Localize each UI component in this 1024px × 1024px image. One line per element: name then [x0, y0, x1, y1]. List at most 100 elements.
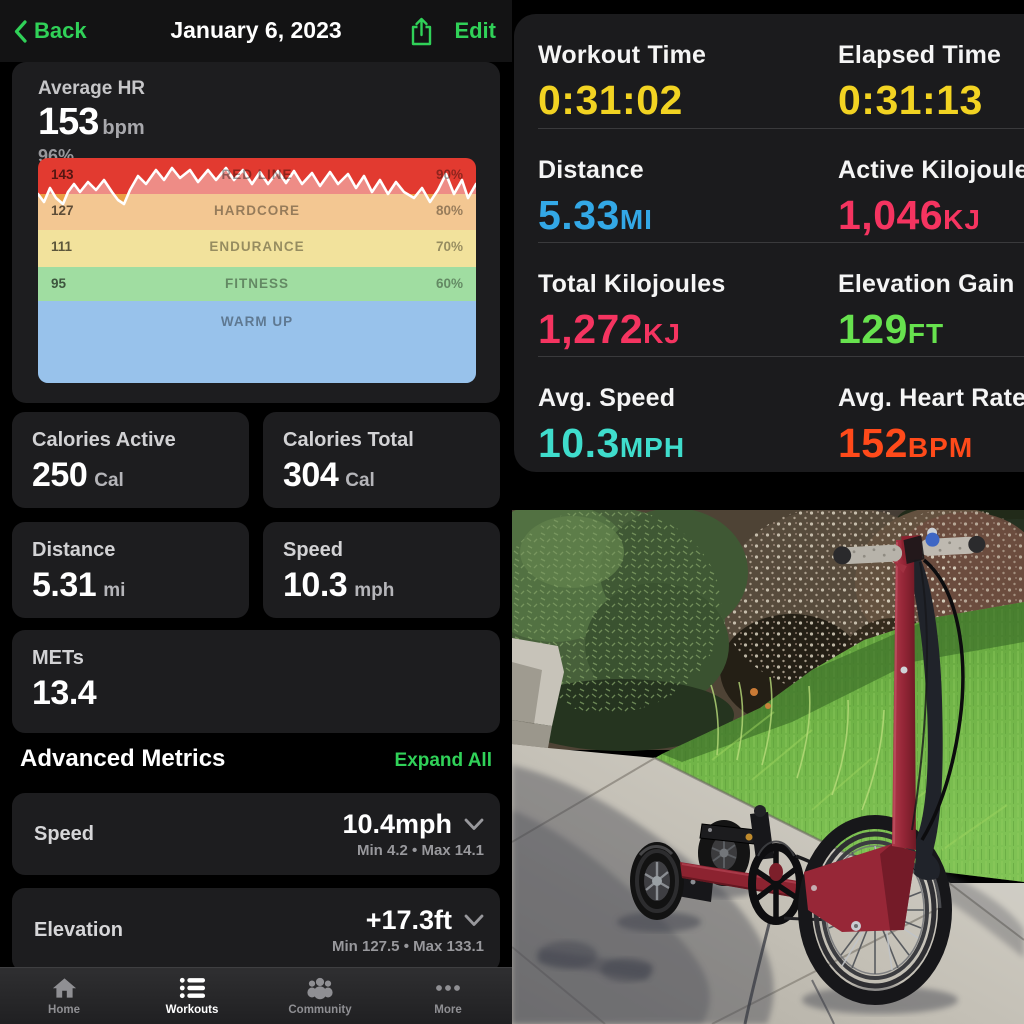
zone-percent: 80%	[435, 203, 463, 218]
hr-zone-chart: 143 RED LINE 90% 127 HARDCORE 80% 111 ENDURAN…	[38, 158, 476, 383]
stat-value: 0:31:13	[838, 77, 983, 123]
zone-band-fitness	[38, 267, 476, 301]
stat-unit: KJ	[943, 204, 981, 235]
tab-home[interactable]: Home	[0, 968, 128, 1024]
rear-wheel-left	[630, 842, 684, 920]
hr-trace-curve	[38, 166, 476, 383]
card-unit: mph	[354, 580, 395, 601]
handlebar	[833, 527, 986, 574]
concrete-step	[512, 638, 564, 748]
zone-percent: 90%	[435, 167, 463, 182]
zone-name: ENDURANCE	[209, 239, 305, 254]
brake-cable	[920, 558, 965, 841]
row-minmax: Min 4.2 • Max 14.1	[357, 842, 484, 859]
mast	[892, 540, 916, 850]
stat-unit: MI	[619, 204, 653, 235]
tab-workouts[interactable]: Workouts	[128, 968, 256, 1024]
row-value: 10.4mph	[342, 809, 452, 839]
stat-unit: MPH	[619, 432, 686, 463]
hr-zone-bands	[38, 158, 476, 383]
stats-row: Total Kilojoules 1,272KJ Elevation Gain …	[538, 242, 1024, 356]
stat-value: 1,046	[838, 192, 944, 238]
stat-active-kilojoules: Active Kilojoules 1,046KJ	[838, 156, 1024, 242]
stat-value: 10.3	[538, 420, 620, 466]
zone-name: RED LINE	[221, 167, 293, 182]
zone-bpm: 127	[51, 203, 74, 218]
zone-band-endurance	[38, 230, 476, 267]
speed-card: Speed 10.3 mph	[263, 522, 500, 618]
card-label: Calories Total	[283, 429, 414, 451]
stat-unit: KJ	[643, 318, 681, 349]
stat-workout-time: Workout Time 0:31:02	[538, 41, 838, 128]
stat-label: Avg. Heart Rate	[838, 384, 1024, 412]
zone-percent: 60%	[435, 276, 463, 291]
tab-more[interactable]: More	[384, 968, 512, 1024]
community-people-icon	[305, 975, 335, 1001]
row-label: Speed	[34, 822, 95, 845]
fitness-app-panel: Back January 6, 2023 Edit Average HR 153…	[0, 0, 512, 1024]
average-hr-unit: bpm	[102, 117, 145, 139]
advanced-row-elevation[interactable]: Elevation +17.3ft Min 127.5 • Max 133.1	[12, 888, 500, 972]
stat-total-kilojoules: Total Kilojoules 1,272KJ	[538, 270, 838, 356]
chevron-left-icon	[14, 19, 27, 43]
zone-bpm: 143	[51, 167, 74, 182]
average-hr-label: Average HR	[38, 78, 146, 99]
calories-total-card: Calories Total 304 Cal	[263, 412, 500, 508]
card-value: 10.3	[283, 566, 348, 604]
stat-label: Active Kilojoules	[838, 156, 1024, 184]
stat-value: 5.33	[538, 192, 620, 238]
card-value: 13.4	[32, 674, 97, 712]
zone-band-hardcore	[38, 194, 476, 230]
tab-label: Workouts	[165, 1004, 219, 1016]
card-label: METs	[32, 647, 84, 669]
tab-bar: Home Workouts	[0, 967, 512, 1024]
average-hr-value: 153	[38, 101, 99, 143]
tab-label: More	[434, 1004, 462, 1016]
zone-percent: 70%	[435, 239, 463, 254]
zone-name: WARM UP	[220, 314, 294, 329]
zone-bpm: 111	[51, 239, 73, 254]
advanced-row-speed[interactable]: Speed 10.4mph Min 4.2 • Max 14.1	[12, 793, 500, 875]
card-label: Calories Active	[32, 429, 176, 451]
tab-community[interactable]: Community	[256, 968, 384, 1024]
stat-unit: FT	[907, 318, 945, 349]
advanced-metrics-title: Advanced Metrics	[20, 745, 226, 772]
chevron-down-icon[interactable]	[464, 914, 484, 927]
card-unit: mi	[103, 580, 126, 601]
halfbike	[630, 527, 986, 1005]
chevron-down-icon[interactable]	[464, 818, 484, 831]
mets-card: METs 13.4	[12, 630, 500, 733]
stat-label: Distance	[538, 156, 644, 184]
stats-row: Distance 5.33MI Active Kilojoules 1,046K…	[538, 128, 1024, 242]
right-column: Workout Time 0:31:02 Elapsed Time 0:31:1…	[512, 0, 1024, 1024]
stat-elevation-gain: Elevation Gain 129FT	[838, 270, 1024, 356]
workouts-list-icon	[179, 975, 206, 1001]
distance-card: Distance 5.31 mi	[12, 522, 249, 618]
stat-unit: BPM	[907, 432, 974, 463]
foreground-grass	[942, 805, 979, 863]
stat-label: Elapsed Time	[838, 41, 1002, 69]
halfbike-photo	[512, 510, 1024, 1024]
zone-name: FITNESS	[224, 276, 289, 291]
back-button[interactable]: Back	[14, 0, 87, 62]
zone-name: HARDCORE	[213, 203, 300, 218]
card-value: 304	[283, 456, 339, 494]
stat-label: Total Kilojoules	[538, 270, 726, 298]
edit-button[interactable]: Edit	[454, 18, 496, 43]
expand-all-button[interactable]: Expand All	[394, 750, 492, 771]
row-value: +17.3ft	[365, 905, 452, 935]
card-label: Speed	[283, 539, 344, 561]
stat-value: 0:31:02	[538, 77, 683, 123]
more-dots-icon	[434, 975, 462, 1001]
stat-avg-heart-rate: Avg. Heart Rate 152BPM	[838, 384, 1024, 470]
stat-distance: Distance 5.33MI	[538, 156, 838, 242]
card-unit: Cal	[345, 470, 375, 491]
watch-stats-panel: Workout Time 0:31:02 Elapsed Time 0:31:1…	[514, 14, 1024, 472]
zone-bpm: 95	[51, 276, 67, 291]
stat-avg-speed: Avg. Speed 10.3MPH	[538, 384, 838, 470]
average-hr-block: Average HR 153 bpm 96%	[38, 78, 145, 167]
zone-band-warmup	[38, 301, 476, 383]
share-icon[interactable]	[409, 16, 434, 47]
stats-row: Avg. Speed 10.3MPH Avg. Heart Rate 152BP…	[538, 356, 1024, 470]
